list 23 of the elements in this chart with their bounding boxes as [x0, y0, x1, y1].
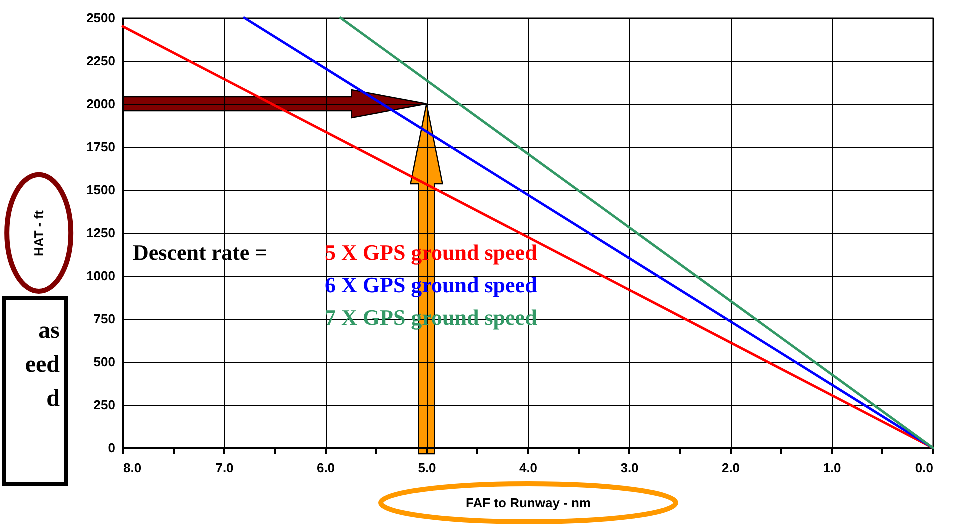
x-tick-label: 4.0	[519, 460, 538, 476]
x-tick-label: 2.0	[722, 460, 740, 476]
x-tick-label: 6.0	[316, 460, 336, 476]
y-tick-label: 1250	[86, 226, 116, 240]
x-tick-label: 0.0	[915, 460, 934, 476]
x-tick-label: 3.0	[620, 460, 639, 476]
x-tick-label: 1.0	[823, 460, 842, 476]
y-tick-label: 2250	[86, 54, 116, 68]
note-box: as eed d	[2, 296, 68, 486]
y-tick-label: 2000	[86, 96, 116, 112]
x-axis-title: FAF to Runway - nm	[466, 496, 591, 510]
y-axis-title: HAT - ft	[32, 210, 47, 256]
x-tick-label: 7.0	[216, 460, 234, 476]
y-tick-label: 1000	[86, 268, 116, 284]
y-tick-label: 250	[94, 398, 116, 412]
y-tick-label: 1750	[86, 140, 116, 154]
y-tick-label: 2500	[86, 10, 116, 26]
x-tick-label: 8.0	[124, 460, 142, 476]
y-tick-label: 750	[94, 312, 116, 326]
x-tick-label: 5.0	[418, 460, 436, 476]
y-tick-label: 0	[108, 440, 116, 456]
y-tick-label: 1500	[86, 182, 116, 198]
y-tick-label: 500	[94, 354, 116, 370]
